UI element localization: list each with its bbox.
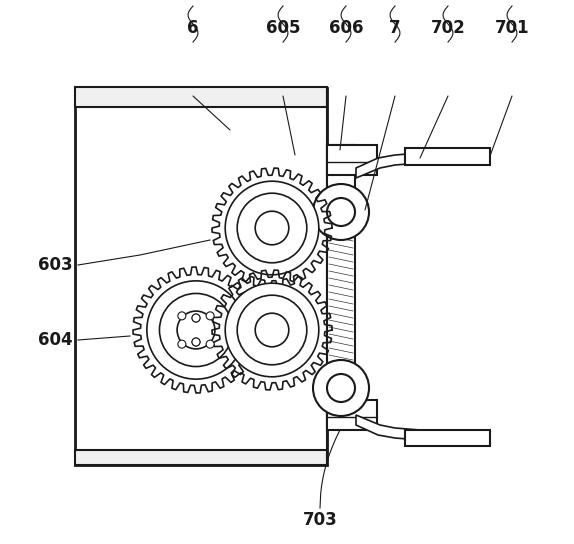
Text: 703: 703 — [302, 511, 338, 529]
Circle shape — [327, 374, 355, 402]
Circle shape — [225, 283, 319, 377]
Polygon shape — [356, 153, 420, 178]
Circle shape — [206, 340, 214, 348]
Text: 702: 702 — [430, 19, 466, 37]
Bar — [327, 145, 377, 175]
Text: 604: 604 — [38, 331, 72, 349]
Circle shape — [237, 193, 307, 263]
Circle shape — [178, 312, 186, 320]
Text: 7: 7 — [389, 19, 401, 37]
Circle shape — [313, 184, 369, 240]
Text: 603: 603 — [38, 256, 72, 274]
Circle shape — [225, 181, 319, 275]
Circle shape — [327, 198, 355, 226]
Bar — [75, 88, 327, 465]
Text: 701: 701 — [495, 19, 529, 37]
Text: 606: 606 — [329, 19, 363, 37]
Circle shape — [147, 281, 245, 379]
Circle shape — [192, 338, 200, 346]
Text: 6: 6 — [187, 19, 199, 37]
Polygon shape — [405, 430, 490, 446]
Circle shape — [160, 293, 232, 367]
Circle shape — [178, 340, 186, 348]
Bar — [75, 450, 327, 465]
Bar — [327, 400, 377, 430]
Circle shape — [237, 295, 307, 365]
Text: 605: 605 — [266, 19, 300, 37]
Polygon shape — [356, 415, 420, 440]
Circle shape — [192, 314, 200, 322]
Bar — [75, 87, 327, 107]
Polygon shape — [405, 148, 490, 165]
Circle shape — [177, 311, 215, 349]
Circle shape — [255, 313, 289, 347]
Circle shape — [192, 314, 200, 322]
Bar — [327, 145, 355, 428]
Circle shape — [192, 338, 200, 346]
Circle shape — [255, 211, 289, 245]
Circle shape — [313, 360, 369, 416]
Circle shape — [206, 312, 214, 320]
